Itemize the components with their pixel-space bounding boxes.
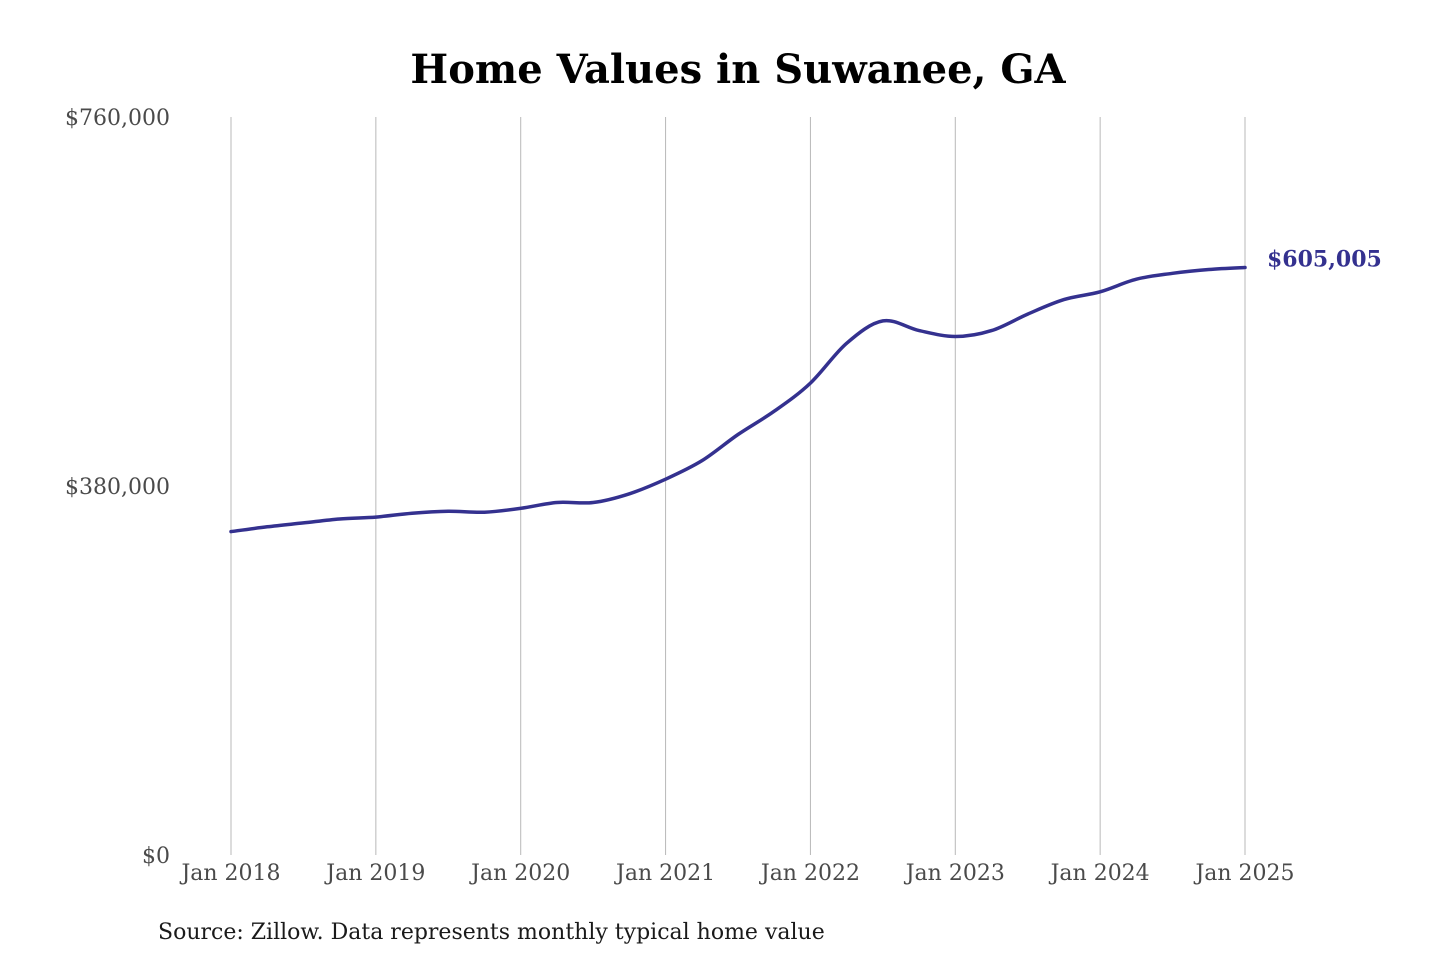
x-tick-label: Jan 2024 xyxy=(1049,861,1150,886)
series-line xyxy=(229,265,1247,534)
y-tick-label: $380,000 xyxy=(65,475,170,500)
x-tick-label: Jan 2025 xyxy=(1193,861,1294,886)
source-note: Source: Zillow. Data represents monthly … xyxy=(158,920,825,945)
x-tick-label: Jan 2021 xyxy=(614,861,715,886)
gridlines xyxy=(230,117,1246,855)
x-tick-label: Jan 2019 xyxy=(324,861,425,886)
series-layer xyxy=(229,265,1247,534)
x-tick-label: Jan 2023 xyxy=(904,861,1005,886)
x-tick-label: Jan 2020 xyxy=(469,861,570,886)
y-tick-label: $0 xyxy=(142,844,170,869)
y-tick-label: $760,000 xyxy=(65,106,170,131)
end-value-label: $605,005 xyxy=(1267,247,1382,273)
x-tick-label: Jan 2018 xyxy=(179,861,280,886)
x-tick-label: Jan 2022 xyxy=(759,861,860,886)
chart-title: Home Values in Suwanee, GA xyxy=(410,46,1066,93)
y-axis-ticks: $0 $380,000 $760,000 xyxy=(65,106,170,869)
x-axis-ticks: Jan 2018 Jan 2019 Jan 2020 Jan 2021 Jan 2022… xyxy=(179,861,1294,886)
